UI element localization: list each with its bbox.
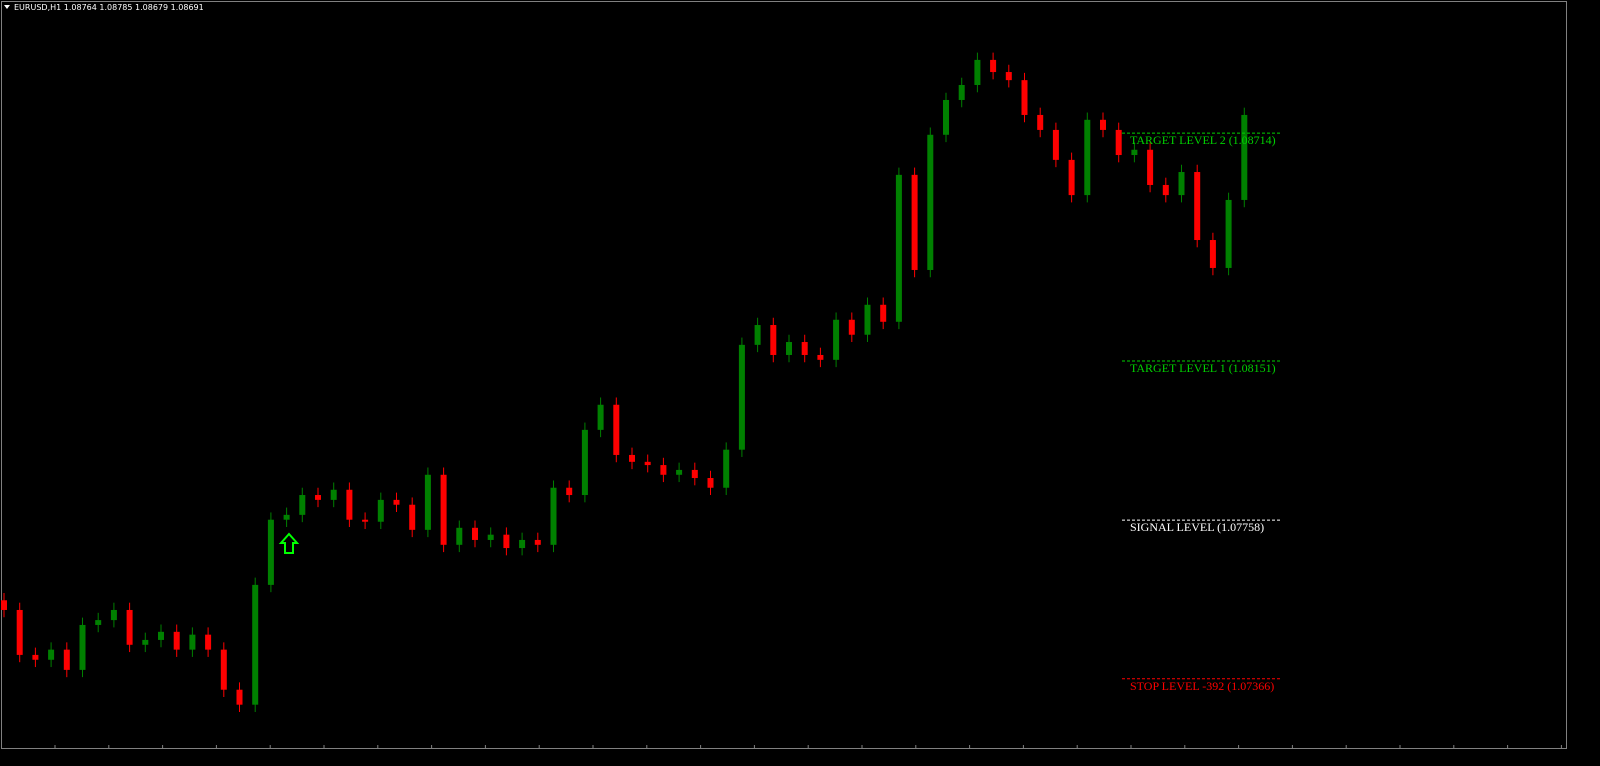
- candle-body: [220, 649, 227, 690]
- candle-body: [362, 519, 369, 522]
- candle-body: [566, 487, 573, 496]
- candle-body: [267, 519, 274, 585]
- candle-body: [848, 319, 855, 335]
- candle-body: [173, 631, 180, 650]
- candle-body: [1068, 159, 1075, 196]
- candle-body: [503, 534, 510, 549]
- candle-body: [676, 469, 683, 475]
- candle-body: [613, 404, 620, 455]
- candle-body: [519, 539, 526, 549]
- candle-body: [409, 504, 416, 530]
- candle-body: [1131, 149, 1138, 156]
- candle-body: [880, 304, 887, 322]
- candle-body: [95, 620, 102, 625]
- candle-body: [1194, 172, 1201, 241]
- candle-body: [1005, 72, 1012, 81]
- candle-body: [1052, 129, 1059, 160]
- candle-body: [1100, 119, 1106, 130]
- candle-body: [1037, 114, 1044, 130]
- candle-body: [974, 59, 981, 85]
- candle-body: [424, 474, 431, 530]
- candle-body: [691, 469, 698, 479]
- candle-body: [440, 474, 447, 545]
- candle-body: [895, 174, 902, 322]
- candle-body: [1021, 80, 1028, 115]
- candle-body: [911, 174, 918, 270]
- candle-body: [205, 634, 212, 650]
- candle-body: [126, 609, 133, 645]
- candle-body: [330, 489, 337, 500]
- candle-body: [189, 634, 196, 650]
- candle-body: [32, 654, 39, 660]
- chart-title: EURUSD,H1 1.08764 1.08785 1.08679 1.0869…: [14, 3, 204, 12]
- candle-body: [644, 461, 651, 466]
- candle-body: [472, 527, 478, 540]
- candle-body: [1147, 149, 1154, 185]
- candle-body: [817, 354, 824, 360]
- candle-body: [283, 514, 290, 520]
- candle-body: [456, 527, 463, 545]
- candle-body: [16, 609, 23, 655]
- candle-body: [158, 631, 164, 640]
- candle-body: [597, 404, 604, 430]
- candle-body: [236, 689, 243, 705]
- candle-body: [786, 342, 792, 355]
- candle-body: [990, 59, 997, 73]
- candle-body: [63, 649, 70, 670]
- level-label: STOP LEVEL -392 (1.07366): [1130, 679, 1274, 693]
- candle-body: [252, 584, 259, 705]
- candle-body: [1162, 184, 1169, 196]
- candle-body: [1178, 172, 1185, 196]
- x-axis-ticks: [54, 745, 1562, 749]
- candle-body: [660, 465, 667, 475]
- candle-body: [534, 539, 541, 545]
- candle-body: [581, 429, 588, 496]
- candle-body: [1115, 129, 1122, 156]
- candle-body: [377, 499, 384, 522]
- candle-body: [754, 325, 761, 345]
- candle-body: [738, 344, 745, 450]
- candle-body: [110, 609, 117, 621]
- candle-body: [550, 487, 557, 545]
- candle-body: [770, 325, 777, 355]
- candle-body: [1225, 199, 1232, 268]
- candle-body: [629, 454, 635, 462]
- level-label: SIGNAL LEVEL (1.07758): [1130, 520, 1264, 534]
- candle-body: [299, 495, 306, 515]
- level-label: TARGET LEVEL 2 (1.08714): [1130, 133, 1276, 147]
- candle-body: [723, 449, 730, 488]
- candle-body: [1, 600, 7, 610]
- candle-body: [864, 304, 871, 335]
- candle-body: [346, 489, 353, 520]
- candle-body: [833, 319, 840, 360]
- candle-body: [393, 499, 400, 505]
- chart-frame: [1, 1, 1567, 749]
- candle-body: [487, 534, 494, 540]
- level-label: TARGET LEVEL 1 (1.08151): [1130, 361, 1276, 375]
- candle-body: [958, 85, 965, 100]
- candle-body: [801, 342, 808, 355]
- dropdown-icon[interactable]: [4, 5, 10, 9]
- candle-body: [79, 624, 86, 670]
- candle-body: [315, 495, 321, 500]
- candle-body: [48, 649, 55, 660]
- candle-body: [1209, 240, 1216, 268]
- candle-body: [927, 134, 934, 270]
- candle-body: [1241, 114, 1248, 200]
- candle-body: [943, 99, 949, 135]
- candle-body: [707, 478, 714, 488]
- candle-body: [142, 639, 149, 645]
- candle-body: [1084, 119, 1091, 196]
- buy-arrow: [278, 532, 300, 554]
